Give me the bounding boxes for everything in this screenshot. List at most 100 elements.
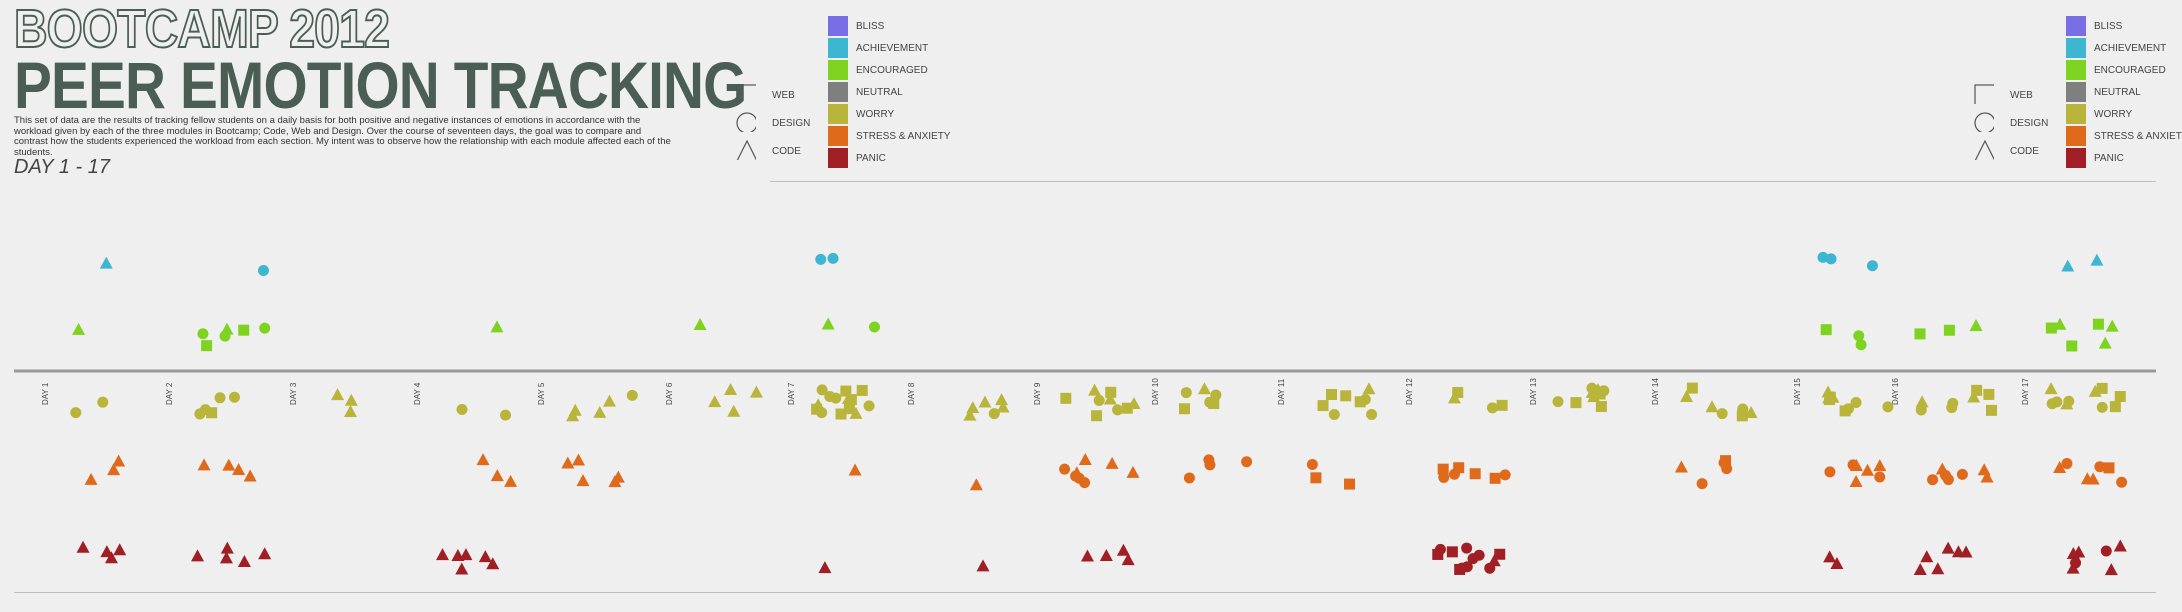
- code-triangle-mark: [112, 454, 126, 467]
- day-label: DAY 16: [1891, 378, 1900, 405]
- design-circle-mark: [1366, 409, 1378, 421]
- code-triangle-mark: [1680, 390, 1694, 403]
- code-triangle-mark: [459, 548, 473, 561]
- code-triangle-mark: [978, 395, 992, 408]
- design-circle-mark: [1718, 457, 1730, 469]
- code-triangle-mark: [84, 472, 98, 485]
- design-circle-mark: [1855, 339, 1867, 351]
- code-triangle-mark: [1967, 390, 1981, 403]
- code-triangle-mark: [2105, 319, 2119, 332]
- code-triangle-mark: [107, 463, 121, 476]
- code-triangle-mark: [1873, 459, 1887, 472]
- panic-label: PANIC: [2094, 153, 2124, 164]
- web-square-mark: [2096, 382, 2108, 394]
- design-circle-mark: [863, 400, 875, 412]
- design-circle-mark: [869, 321, 881, 333]
- design-circle-mark: [1203, 454, 1215, 466]
- day-label: DAY 14: [1651, 378, 1660, 405]
- web-square-mark: [1824, 394, 1836, 406]
- code-triangle-mark: [2090, 253, 2104, 266]
- worry-swatch: [828, 104, 848, 124]
- stress-label: STRESS & ANXIETY: [2094, 131, 2182, 142]
- design-circle-mark: [1940, 469, 1952, 481]
- web-square-mark: [1208, 397, 1220, 409]
- web-square-mark: [1452, 386, 1464, 398]
- web-square-mark: [2114, 391, 2126, 403]
- code-triangle-mark: [811, 398, 825, 411]
- design-circle-mark: [1112, 404, 1124, 416]
- code-triangle-mark: [1362, 382, 1376, 395]
- web-square-mark: [1340, 390, 1352, 402]
- top-divider: [770, 181, 2156, 182]
- code-triangle-mark: [608, 475, 622, 488]
- code-triangle-mark: [1126, 465, 1140, 478]
- code-triangle-mark: [237, 555, 251, 568]
- design-circle-mark: [1866, 260, 1878, 272]
- code-triangle-mark: [969, 478, 983, 491]
- panic-swatch: [2066, 148, 2086, 168]
- worry-label: WORRY: [856, 109, 895, 120]
- web-square-mark: [1595, 401, 1607, 413]
- web-square-mark: [206, 407, 218, 419]
- web-square-mark: [238, 324, 250, 336]
- web-square-mark: [1943, 324, 1955, 336]
- square-icon: [1974, 84, 1994, 104]
- achievement-swatch: [828, 38, 848, 58]
- bliss-swatch: [2066, 16, 2086, 36]
- design-circle-mark: [1853, 330, 1865, 342]
- code-triangle-mark: [2061, 259, 2075, 272]
- code-triangle-mark: [848, 463, 862, 476]
- encouraged-swatch: [2066, 60, 2086, 80]
- day-label: DAY 7: [787, 382, 796, 405]
- code-triangle-mark: [2086, 472, 2100, 485]
- stress-swatch: [828, 126, 848, 146]
- code-triangle-mark: [1959, 545, 1973, 558]
- code-triangle-mark: [1915, 395, 1929, 408]
- web-square-mark: [1446, 546, 1458, 558]
- design-circle-mark: [1461, 542, 1473, 554]
- design-circle-mark: [1486, 402, 1498, 414]
- design-circle-mark: [214, 392, 226, 404]
- design-circle-mark: [1842, 403, 1854, 415]
- code-triangle-mark: [966, 401, 980, 414]
- neutral-swatch: [2066, 82, 2086, 102]
- web-square-mark: [840, 385, 852, 397]
- code-triangle-mark: [243, 469, 257, 482]
- design-circle-mark: [1552, 396, 1564, 408]
- code-triangle-mark: [1744, 405, 1758, 418]
- code-triangle-mark: [849, 406, 863, 419]
- day-label: DAY 4: [413, 382, 422, 405]
- design-circle-mark: [1093, 394, 1105, 406]
- design-circle-mark: [1598, 385, 1610, 397]
- code-triangle-mark: [1078, 453, 1092, 466]
- code-triangle-mark: [593, 405, 607, 418]
- code-triangle-mark: [2098, 336, 2112, 349]
- code-triangle-mark: [821, 317, 835, 330]
- achievement-swatch: [2066, 38, 2086, 58]
- stress-swatch: [2066, 126, 2086, 146]
- code-triangle-mark: [1099, 548, 1113, 561]
- web-square-mark: [1570, 397, 1582, 409]
- code-triangle-mark: [1080, 549, 1094, 562]
- title-line1: BOOTCAMP 2012: [13, 0, 391, 59]
- web-square-mark: [1496, 399, 1508, 411]
- description: This set of data are the results of trac…: [14, 115, 671, 158]
- bliss-swatch: [828, 16, 848, 36]
- day-label: DAY 13: [1529, 378, 1538, 405]
- code-triangle-mark: [490, 320, 504, 333]
- code-triangle-mark: [995, 393, 1009, 406]
- code-triangle-mark: [197, 458, 211, 471]
- code-triangle-mark: [1105, 456, 1119, 469]
- code-triangle-mark: [2053, 460, 2067, 473]
- code-triangle-mark: [1920, 550, 1934, 563]
- web-square-mark: [1432, 548, 1444, 560]
- design-circle-mark: [228, 391, 240, 403]
- design-circle-mark: [827, 252, 839, 264]
- code-triangle-mark: [1121, 553, 1135, 566]
- day-label: DAY 12: [1405, 378, 1414, 405]
- legend-code-label: CODE: [772, 146, 801, 157]
- triangle-icon: [736, 140, 756, 160]
- encouraged-swatch: [828, 60, 848, 80]
- code-triangle-mark: [191, 549, 205, 562]
- design-circle-mark: [1586, 382, 1598, 394]
